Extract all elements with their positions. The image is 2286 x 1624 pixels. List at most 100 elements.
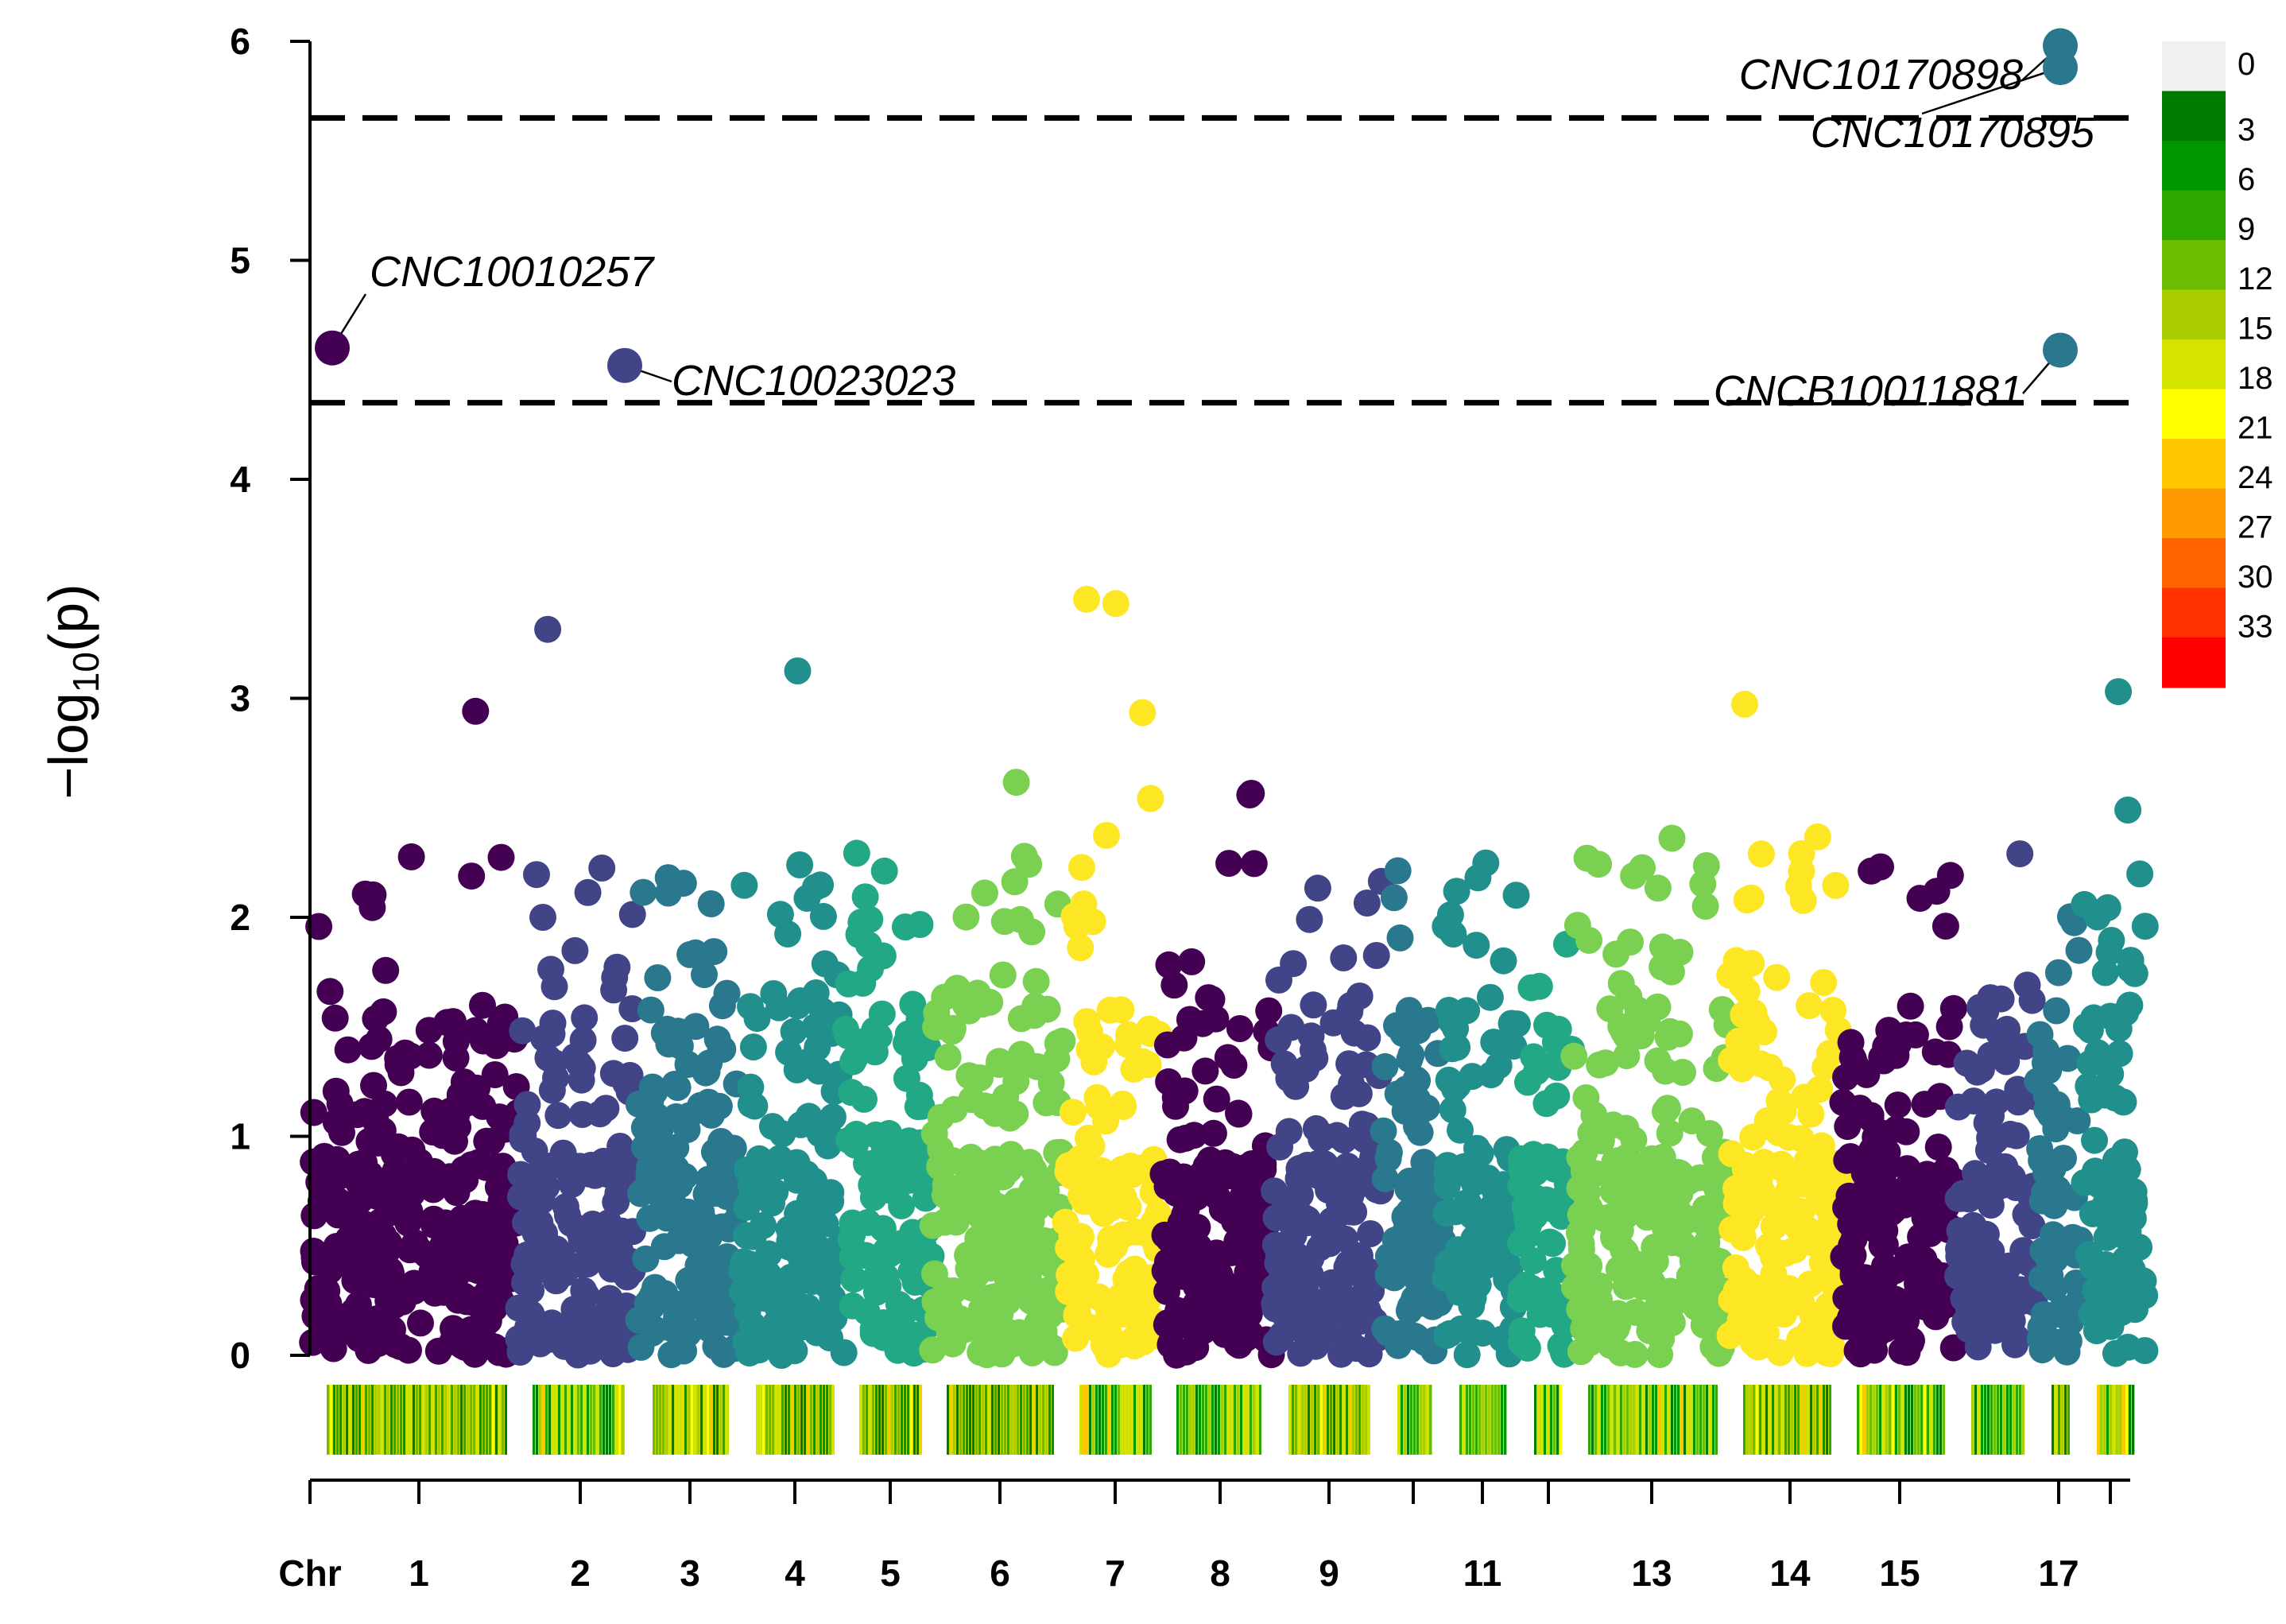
density-bin [1089, 1385, 1091, 1455]
density-bin [1765, 1385, 1768, 1455]
snp-point [1502, 882, 1530, 909]
y-tick-label: 5 [230, 240, 250, 281]
snp-point [439, 1327, 467, 1355]
snp-point [1567, 1235, 1595, 1263]
snp-point [407, 1309, 434, 1337]
snp-point [1236, 781, 1264, 808]
snp-point [1802, 1176, 1830, 1203]
density-bin [403, 1385, 405, 1455]
snp-point [1144, 1200, 1172, 1227]
snp-point [1881, 1285, 1909, 1313]
snp-point [654, 864, 682, 892]
snp-point [1302, 1332, 1330, 1360]
snp-point [1034, 1277, 1062, 1304]
density-bin [1086, 1385, 1088, 1455]
density-bin [1658, 1385, 1660, 1455]
density-bin [365, 1385, 367, 1455]
snp-point [1665, 1020, 1693, 1048]
snp-point [1383, 1012, 1410, 1040]
legend-color-swatch [2162, 41, 2226, 92]
density-bin [327, 1385, 329, 1455]
density-bin [681, 1385, 684, 1455]
snp-point [1871, 1265, 1899, 1293]
snp-point [1443, 878, 1470, 905]
chr-7-density [1079, 1385, 1152, 1455]
snp-point [1982, 1127, 2009, 1154]
density-bin [1243, 1385, 1246, 1455]
density-bin [1368, 1385, 1370, 1455]
snp-point [1750, 1149, 1778, 1176]
snp-point [1220, 1052, 1248, 1079]
snp-point [1832, 1194, 1860, 1222]
density-bin [1108, 1385, 1110, 1455]
snp-point [1007, 1005, 1035, 1033]
snp-point [809, 902, 837, 930]
snp-point [372, 956, 400, 984]
density-bin [1355, 1385, 1358, 1455]
snp-point [618, 901, 646, 928]
snp-point [1370, 1117, 1397, 1145]
snp-point [322, 1108, 350, 1136]
snp-point [1644, 874, 1672, 902]
snp-points [299, 585, 2159, 1369]
density-bin [1860, 1385, 1862, 1455]
density-bin [1482, 1385, 1484, 1455]
snp-point [1354, 1296, 1381, 1324]
snp-point [346, 1184, 374, 1212]
snp-point [1789, 886, 1817, 914]
density-bin [1671, 1385, 1673, 1455]
snp-point [939, 1147, 967, 1175]
density-bin [542, 1385, 544, 1455]
snp-point [1463, 932, 1490, 959]
snp-point [1068, 854, 1095, 882]
snp-point [1898, 1161, 1926, 1188]
snp-point [1641, 1247, 1669, 1275]
snp-point [1296, 905, 1323, 933]
density-strip-background [2052, 1385, 2070, 1455]
snp-point [311, 1142, 339, 1170]
density-bin [1769, 1385, 1771, 1455]
snp-point [1585, 851, 1613, 878]
density-bin [368, 1385, 370, 1455]
snp-point [1525, 972, 1553, 1000]
legend-label: 18 [2238, 361, 2273, 396]
snp-point [1871, 1316, 1899, 1343]
snp-point [856, 905, 884, 933]
density-bin [413, 1385, 415, 1455]
snp-point [1931, 913, 1959, 940]
density-bin [1240, 1385, 1242, 1455]
snp-point [1893, 1118, 1920, 1145]
snp-point [1981, 1316, 2009, 1344]
density-bin [422, 1385, 424, 1455]
density-bin [505, 1385, 507, 1455]
density-bin [1889, 1385, 1891, 1455]
density-bin [1397, 1385, 1400, 1455]
snp-point [420, 1176, 448, 1203]
snp-point [1109, 1091, 1137, 1118]
density-bin [1794, 1385, 1796, 1455]
snp-point [675, 1266, 703, 1294]
snp-point [2048, 1295, 2076, 1322]
snp-point [761, 1178, 789, 1206]
snp-point [1264, 1250, 1292, 1277]
snp-point [2105, 678, 2133, 706]
density-bin [606, 1385, 608, 1455]
snp-point [990, 908, 1018, 936]
density-bin [1127, 1385, 1129, 1455]
snp-point [1175, 1312, 1203, 1340]
density-bin [1314, 1385, 1316, 1455]
snp-point [1337, 991, 1365, 1019]
legend-color-swatch [2162, 141, 2226, 192]
snp-point [963, 1064, 991, 1091]
snp-point [830, 1339, 858, 1366]
snp-point [1982, 1250, 2009, 1277]
snp-point [854, 931, 882, 959]
density-bin [1971, 1385, 1974, 1455]
legend-color-swatch [2162, 389, 2226, 440]
density-bin [1288, 1385, 1291, 1455]
snp-point [971, 879, 998, 907]
snp-point [1024, 1309, 1052, 1336]
legend-color-swatch [2162, 339, 2226, 390]
density-bin [1626, 1385, 1629, 1455]
snp-point [2071, 1169, 2098, 1196]
